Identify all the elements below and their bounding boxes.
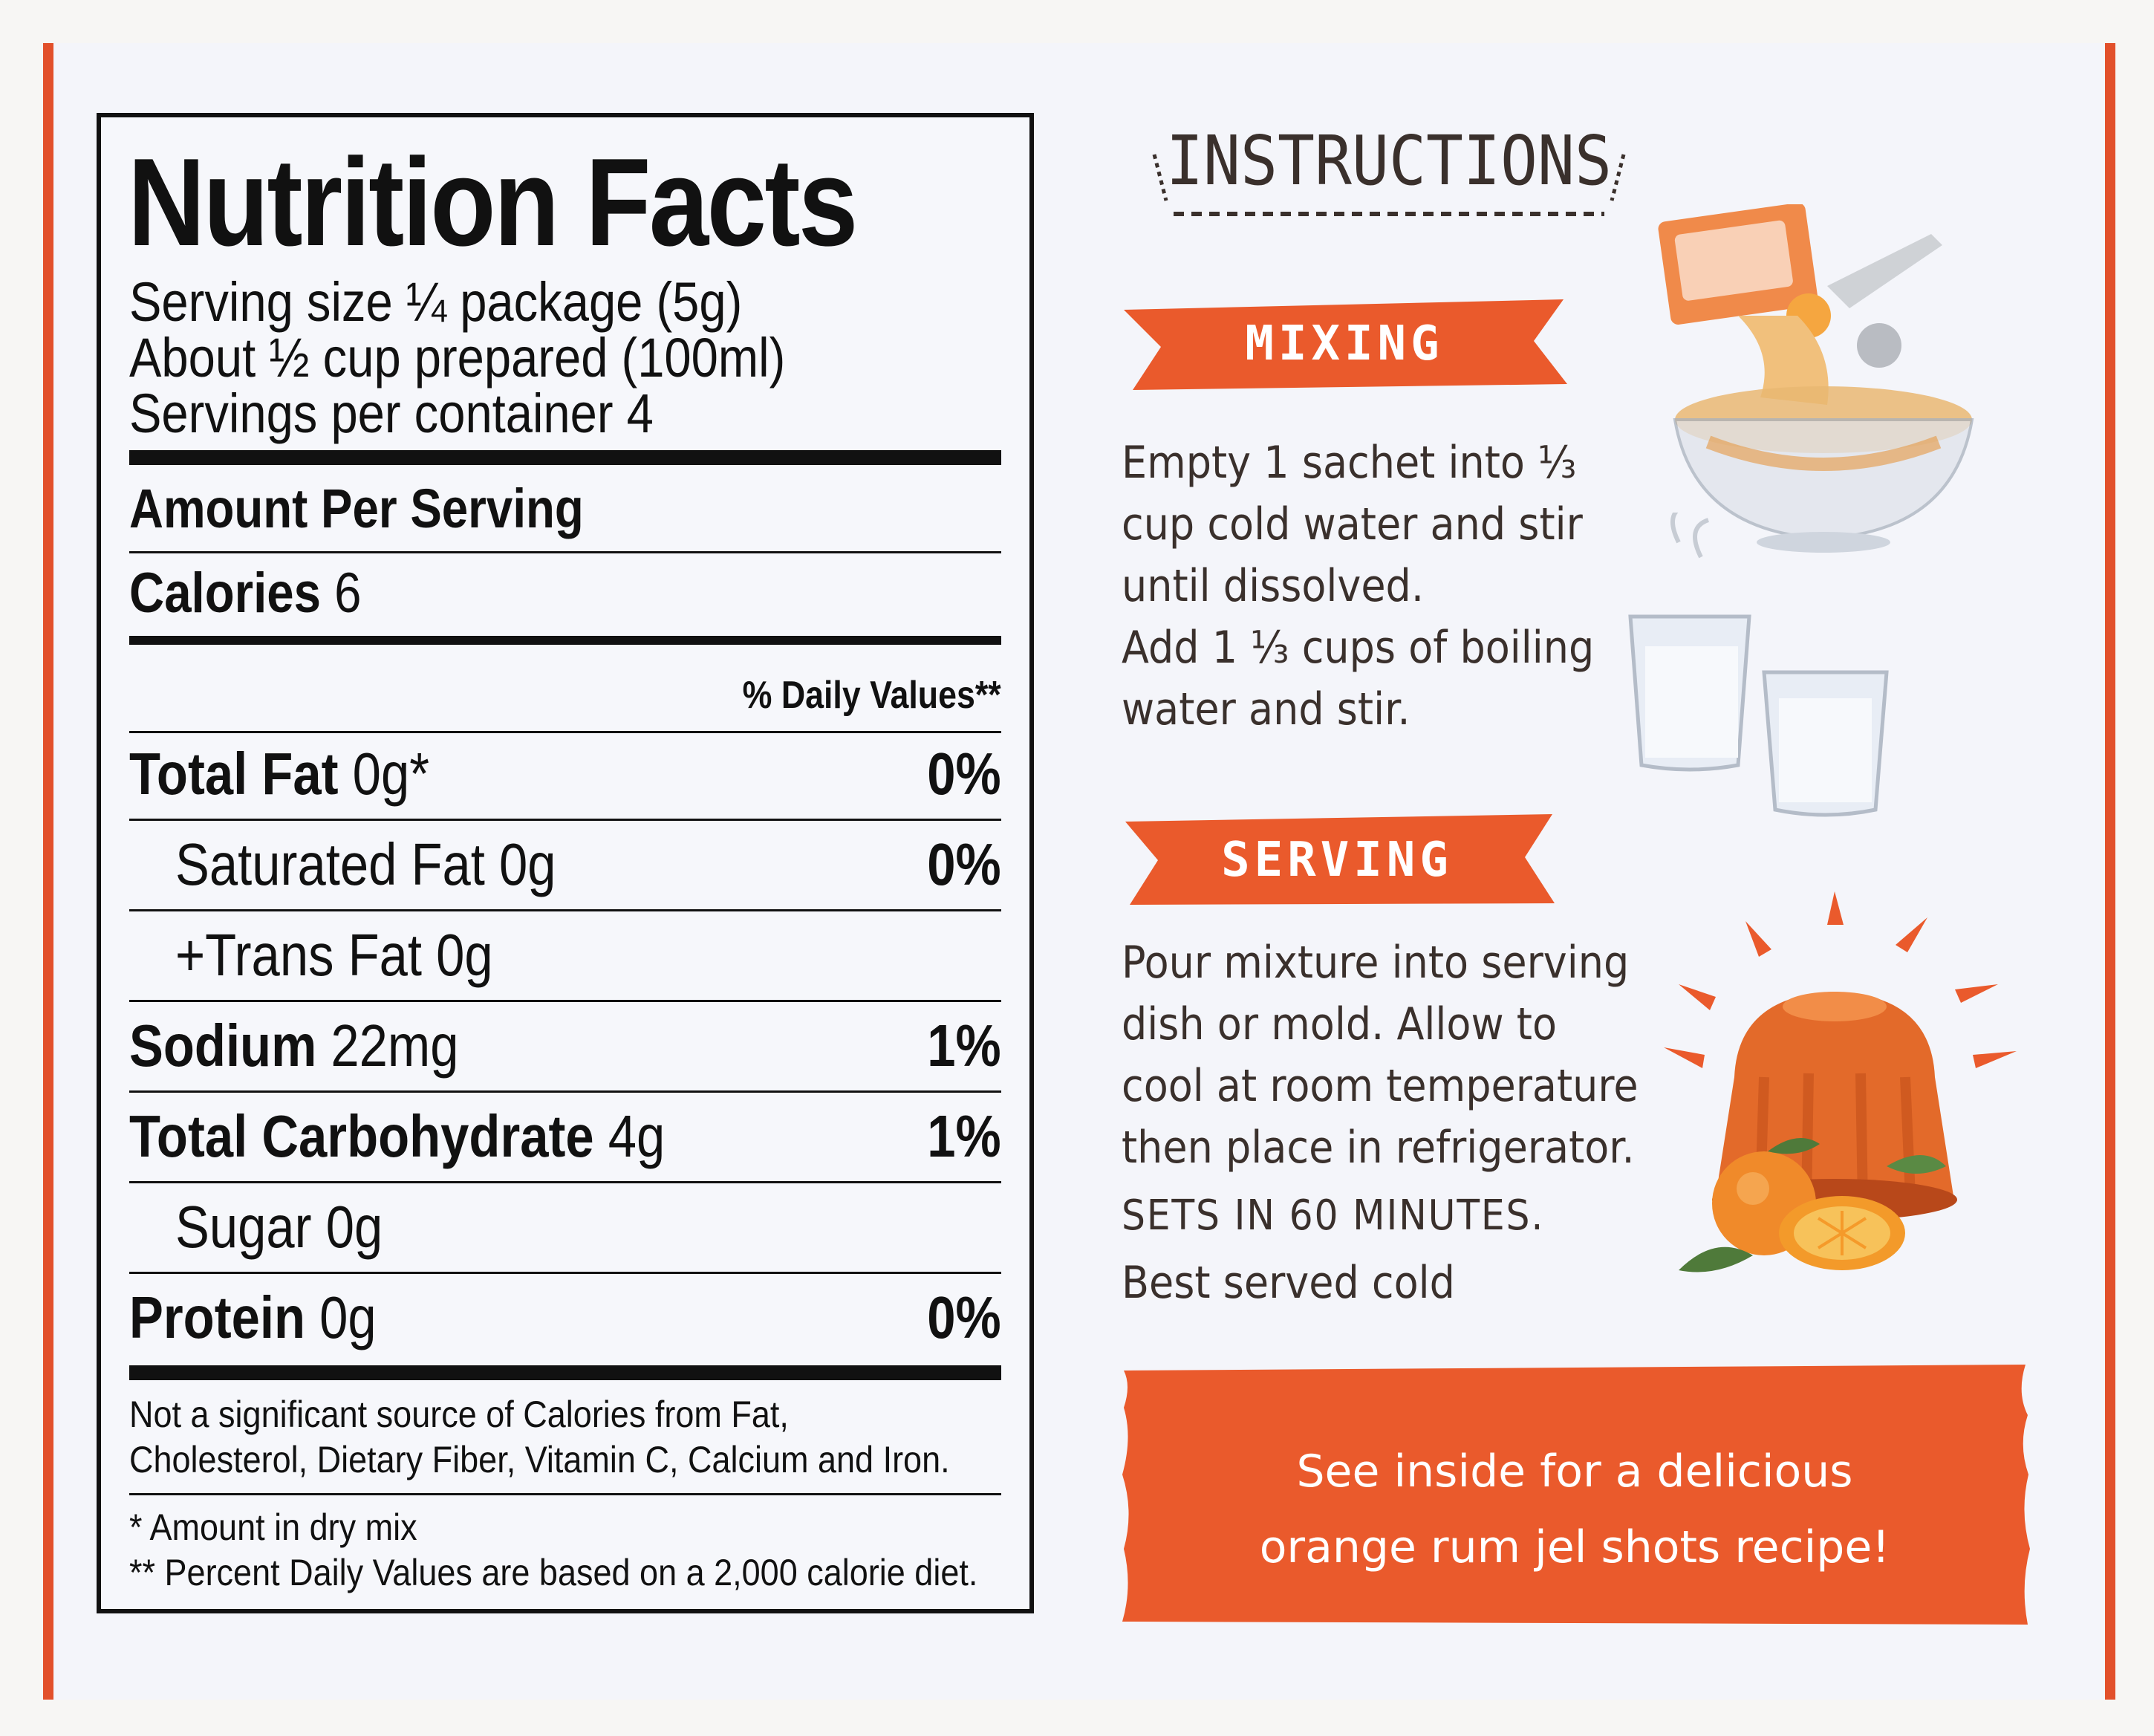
nutrient-pct: 0%	[927, 1284, 1001, 1350]
mixing-line: water and stir.	[1122, 683, 1410, 735]
serving-instructions: Pour mixture into serving dish or mold. …	[1122, 932, 1639, 1314]
recipe-banner	[1122, 1365, 2030, 1625]
serving-size: Serving size ¼ package (5g)	[129, 271, 743, 333]
nutrient-label: Total Fat	[129, 741, 339, 807]
nutrient-label: +Trans Fat	[175, 922, 423, 988]
nutrition-facts-label: Nutrition Facts Serving size ¼ package (…	[97, 113, 1034, 1613]
nutrient-pct: 0%	[927, 831, 1001, 897]
nutrient-label: Saturated Fat	[175, 831, 485, 897]
nutrient-amount: 4g	[608, 1103, 666, 1169]
medium-divider	[129, 636, 1001, 645]
footnote-daily-values: ** Percent Daily Values are based on a 2…	[129, 1552, 978, 1593]
divider	[129, 1090, 1001, 1093]
mixing-line: Empty 1 sachet into ⅓	[1122, 437, 1577, 489]
nutrient-amount: 0g*	[352, 741, 429, 807]
water-glasses-illustration	[1628, 513, 1889, 817]
calories-value: 6	[334, 562, 362, 625]
divider	[129, 1000, 1001, 1002]
amount-per-serving: Amount Per Serving	[129, 478, 584, 539]
serving-label: SERVING	[1221, 832, 1453, 888]
divider	[129, 1493, 1001, 1495]
nutrient-pct: 1%	[927, 1103, 1001, 1169]
nutrient-label: Protein	[129, 1284, 306, 1350]
sets-in-text: SETS IN 60 MINUTES.	[1122, 1192, 1545, 1240]
recipe-banner-text: See inside for a delicious orange rum je…	[1118, 1434, 2031, 1585]
mixing-ribbon: MIXING	[1118, 293, 1571, 394]
svg-text:INSTRUCTIONS: INSTRUCTIONS	[1166, 126, 1612, 201]
banner-line: See inside for a delicious	[1296, 1446, 1853, 1498]
divider	[129, 731, 1001, 733]
mixing-line: until dissolved.	[1122, 560, 1425, 612]
footnote-not-significant-2: Cholesterol, Dietary Fiber, Vitamin C, C…	[129, 1439, 950, 1480]
divider	[129, 1181, 1001, 1183]
footnote-dry-mix: * Amount in dry mix	[129, 1506, 417, 1548]
divider	[129, 1272, 1001, 1274]
thick-divider	[129, 1365, 1001, 1380]
nutrient-amount: 0g	[498, 831, 556, 897]
nutrient-label: Sodium	[129, 1012, 317, 1079]
divider	[129, 909, 1001, 911]
servings-per-container: Servings per container 4	[129, 383, 654, 444]
nutrition-facts-title: Nutrition Facts	[128, 132, 858, 272]
serving-line: then place in refrigerator.	[1122, 1122, 1635, 1174]
instructions-title: INSTRUCTIONS	[1152, 126, 1626, 216]
mixing-line: cup cold water and stir	[1122, 498, 1583, 550]
serving-ribbon: SERVING	[1118, 810, 1556, 910]
mixing-label: MIXING	[1245, 316, 1444, 371]
mixing-bowl-illustration	[1658, 204, 1974, 553]
thick-divider	[129, 450, 1001, 465]
nutrient-amount: 0g	[319, 1284, 377, 1350]
serving-line: Pour mixture into serving	[1122, 937, 1630, 989]
mixing-instructions: Empty 1 sachet into ⅓ cup cold water and…	[1122, 432, 1594, 741]
serving-line: cool at room temperature	[1122, 1060, 1639, 1112]
nutrient-pct: 0%	[927, 741, 1001, 807]
divider	[129, 819, 1001, 821]
best-served-text: Best served cold	[1122, 1257, 1455, 1309]
nutrient-amount: 22mg	[331, 1012, 459, 1079]
prepared-amount: About ½ cup prepared (100ml)	[129, 327, 786, 389]
nutrient-amount: 0g	[325, 1194, 383, 1260]
nutrient-amount: 0g	[436, 922, 493, 988]
mixing-line: Add 1 ⅓ cups of boiling	[1122, 622, 1595, 674]
serving-line: dish or mold. Allow to	[1122, 998, 1557, 1050]
nutrient-pct: 1%	[927, 1012, 1001, 1079]
daily-values-header: % Daily Values**	[742, 674, 1001, 717]
footnote-not-significant-1: Not a significant source of Calories fro…	[129, 1394, 789, 1435]
divider	[129, 551, 1001, 553]
nutrient-label: Sugar	[175, 1194, 312, 1260]
banner-line: orange rum jel shots recipe!	[1259, 1521, 1890, 1573]
nutrient-label: Total Carbohydrate	[129, 1103, 594, 1169]
calories-label: Calories	[129, 562, 321, 625]
orange-jelly-illustration	[1664, 891, 2017, 1272]
